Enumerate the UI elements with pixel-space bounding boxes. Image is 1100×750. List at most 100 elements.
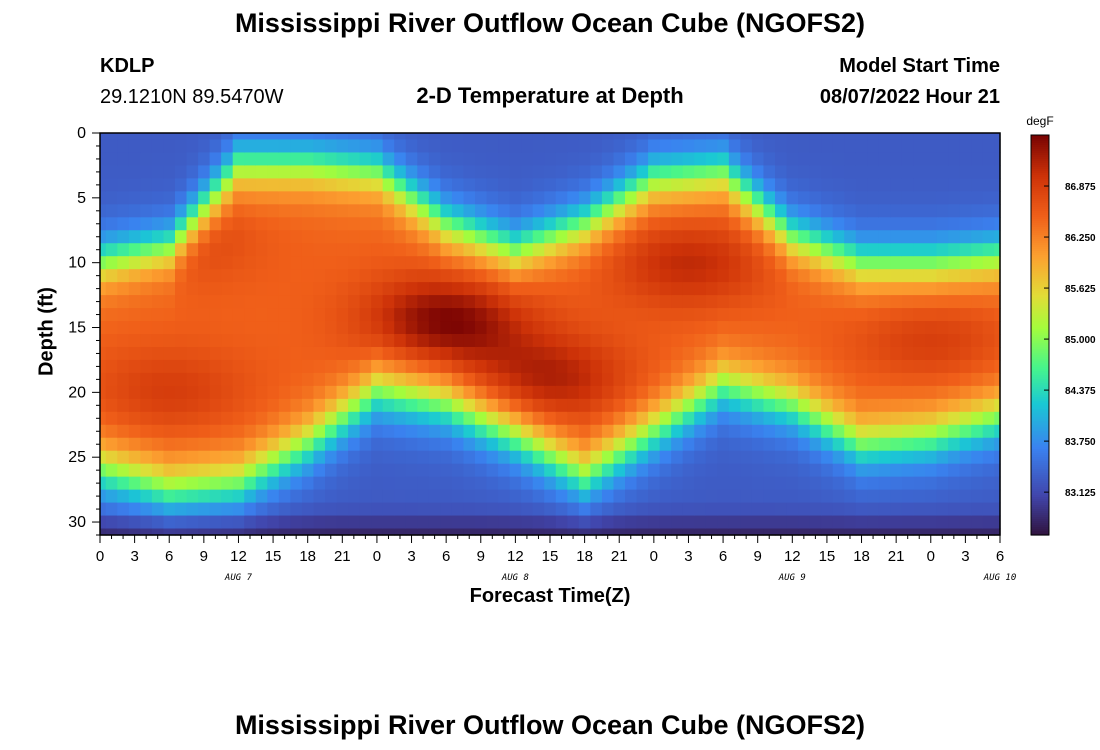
heatmap-cell — [382, 515, 395, 530]
heatmap-cell — [994, 256, 1001, 270]
heatmap-cell — [775, 489, 788, 504]
heatmap-cell — [613, 256, 626, 270]
heatmap-cell — [163, 133, 176, 141]
heatmap-cell — [936, 191, 949, 205]
heatmap-cell — [486, 139, 499, 154]
heatmap-cell — [451, 334, 465, 348]
heatmap-cell — [971, 334, 984, 348]
colorbar-segment — [1031, 327, 1049, 330]
heatmap-cell — [832, 243, 845, 257]
heatmap-cell — [440, 308, 453, 322]
heatmap-cell — [186, 489, 199, 504]
heatmap-cell — [313, 450, 326, 465]
heatmap-cell — [786, 321, 799, 335]
heatmap-cell — [209, 411, 222, 426]
heatmap-cell — [648, 502, 661, 517]
heatmap-cell — [751, 463, 765, 478]
heatmap-cell — [844, 133, 857, 141]
heatmap-cell — [855, 321, 868, 335]
heatmap-cell — [671, 133, 684, 141]
heatmap-cell — [671, 178, 684, 192]
heatmap-cell — [509, 243, 522, 257]
heatmap-cell — [232, 243, 245, 257]
heatmap-cell — [428, 295, 441, 309]
heatmap-cell — [244, 295, 257, 309]
heatmap-cell — [100, 528, 107, 536]
heatmap-cell — [682, 243, 695, 257]
heatmap-cell — [659, 463, 672, 478]
heatmap-cell — [890, 269, 903, 283]
heatmap-cell — [128, 152, 141, 167]
heatmap-cell — [394, 463, 407, 478]
heatmap-cell — [371, 463, 384, 478]
heatmap-cell — [486, 385, 499, 400]
heatmap-cell — [325, 515, 338, 530]
heatmap-cell — [301, 165, 315, 179]
heatmap-cell — [417, 437, 430, 452]
heatmap-cell — [140, 243, 153, 257]
heatmap-cell — [982, 256, 995, 270]
colorbar-segment — [1031, 395, 1049, 398]
heatmap-cell — [613, 152, 626, 167]
heatmap-cell — [348, 515, 361, 530]
heatmap-cell — [255, 476, 268, 491]
heatmap-cell — [544, 256, 557, 270]
heatmap-cell — [925, 178, 938, 192]
heatmap-cell — [751, 204, 765, 218]
heatmap-cell — [244, 256, 257, 270]
heatmap-cell — [913, 178, 926, 192]
colorbar-segment — [1031, 253, 1049, 256]
heatmap-cell — [798, 411, 811, 426]
heatmap-cell — [832, 256, 845, 270]
heatmap-cell — [590, 372, 603, 387]
heatmap-cell — [186, 515, 199, 530]
heatmap-cell — [221, 191, 234, 205]
heatmap-cell — [832, 450, 845, 465]
heatmap-cell — [567, 165, 580, 179]
heatmap-cell — [971, 152, 984, 167]
heatmap-cell — [186, 398, 199, 413]
heatmap-cell — [959, 489, 972, 504]
heatmap-cell — [694, 476, 707, 491]
heatmap-cell — [348, 217, 361, 231]
heatmap-cell — [267, 372, 280, 387]
heatmap-cell — [994, 295, 1001, 309]
heatmap-cell — [809, 295, 822, 309]
heatmap-cell — [232, 321, 245, 335]
heatmap-cell — [925, 165, 938, 179]
y-tick-label: 5 — [77, 190, 86, 207]
heatmap-cell — [544, 398, 557, 413]
heatmap-cell — [682, 204, 695, 218]
heatmap-cell — [994, 515, 1001, 530]
heatmap-cell — [175, 256, 188, 270]
heatmap-cell — [590, 476, 603, 491]
heatmap-cell — [198, 243, 211, 257]
heatmap-cell — [509, 321, 522, 335]
colorbar-segment — [1031, 491, 1049, 494]
heatmap-cell — [290, 243, 303, 257]
heatmap-cell — [544, 528, 557, 536]
heatmap-cell — [751, 359, 765, 374]
colorbar-segment — [1031, 271, 1049, 274]
heatmap-cell — [901, 528, 915, 536]
heatmap-cell — [728, 165, 741, 179]
heatmap-cell — [705, 321, 718, 335]
heatmap-cell — [855, 295, 868, 309]
heatmap-cell — [521, 463, 534, 478]
heatmap-cell — [994, 372, 1001, 387]
heatmap-cell — [325, 398, 338, 413]
heatmap-cell — [751, 217, 765, 231]
y-tick-label: 15 — [68, 320, 86, 337]
heatmap-cell — [209, 139, 222, 154]
colorbar-segment — [1031, 227, 1049, 230]
heatmap-cell — [832, 528, 845, 536]
heatmap-cell — [394, 165, 407, 179]
heatmap-cell — [717, 165, 730, 179]
heatmap-cell — [982, 282, 995, 296]
heatmap-cell — [555, 515, 568, 530]
heatmap-cell — [601, 321, 615, 335]
heatmap-cell — [567, 359, 580, 374]
heatmap-cell — [417, 230, 430, 244]
heatmap-cell — [567, 411, 580, 426]
